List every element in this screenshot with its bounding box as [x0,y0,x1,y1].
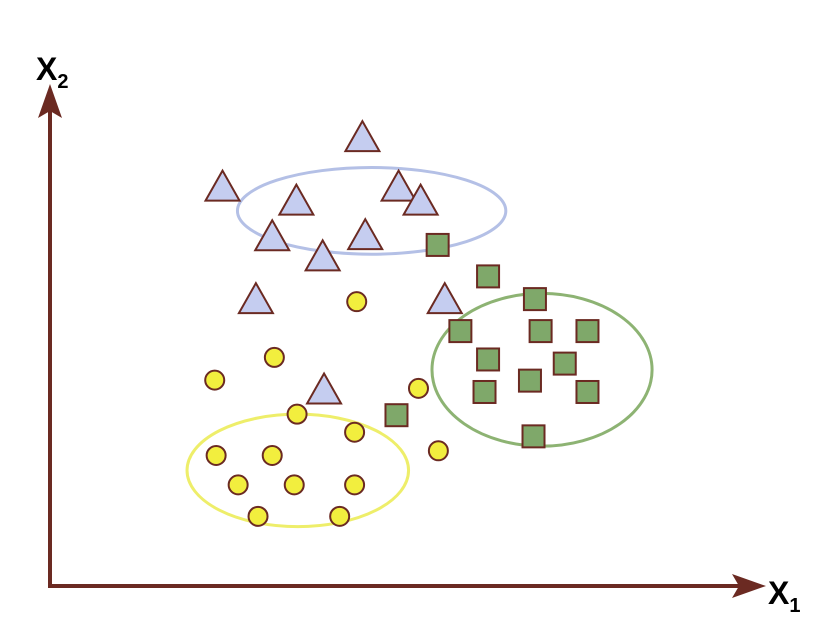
square-point-7 [476,347,501,372]
x-axis-label-subscript: 1 [789,595,800,617]
cluster-ellipse-1 [235,166,508,256]
circle-point-11 [283,474,305,496]
square-point-3 [522,287,547,312]
square-point-12 [384,403,409,428]
square-point-9 [517,368,542,393]
circle-point-9 [427,440,449,462]
square-point-6 [575,319,600,344]
circle-point-6 [344,421,366,443]
circle-point-1 [346,291,368,313]
square-point-1 [425,232,450,257]
square-point-8 [552,351,577,376]
square-point-13 [521,424,546,449]
triangle-point-10 [426,281,464,315]
x-axis-label: X1 [768,575,800,617]
circle-point-7 [205,444,227,466]
triangle-point-6 [253,218,291,252]
data-markers [203,119,600,527]
triangle-point-3 [277,182,316,216]
circle-point-2 [263,346,285,368]
circle-point-13 [247,505,269,527]
cluster-outlines [185,166,654,529]
square-point-2 [476,264,501,289]
triangle-point-7 [346,217,384,251]
cluster-ellipse-3 [185,412,411,529]
triangle-point-11 [305,371,343,405]
circle-point-8 [261,444,283,466]
circle-point-10 [227,474,249,496]
circle-point-3 [204,369,226,391]
circle-point-4 [407,377,429,399]
triangle-point-2 [203,168,242,202]
triangle-point-9 [237,281,275,315]
triangle-point-1 [343,119,382,153]
circle-point-5 [286,403,308,425]
square-point-5 [528,319,553,344]
triangle-point-8 [303,238,342,272]
y-axis-label-subscript: 2 [57,71,68,93]
y-axis-arrowhead [38,84,62,118]
circle-point-14 [329,505,351,527]
triangle-point-4 [379,168,418,202]
cluster-ellipse-2 [430,291,654,448]
triangle-point-5 [401,182,440,216]
y-axis-label-main: X [36,51,58,87]
x-axis-label-main: X [768,575,790,611]
circle-point-12 [344,474,366,496]
square-point-10 [472,379,497,404]
square-point-4 [448,319,473,344]
square-point-11 [575,379,600,404]
y-axis-label: X2 [36,51,68,93]
x-axis-arrowhead [732,574,766,598]
